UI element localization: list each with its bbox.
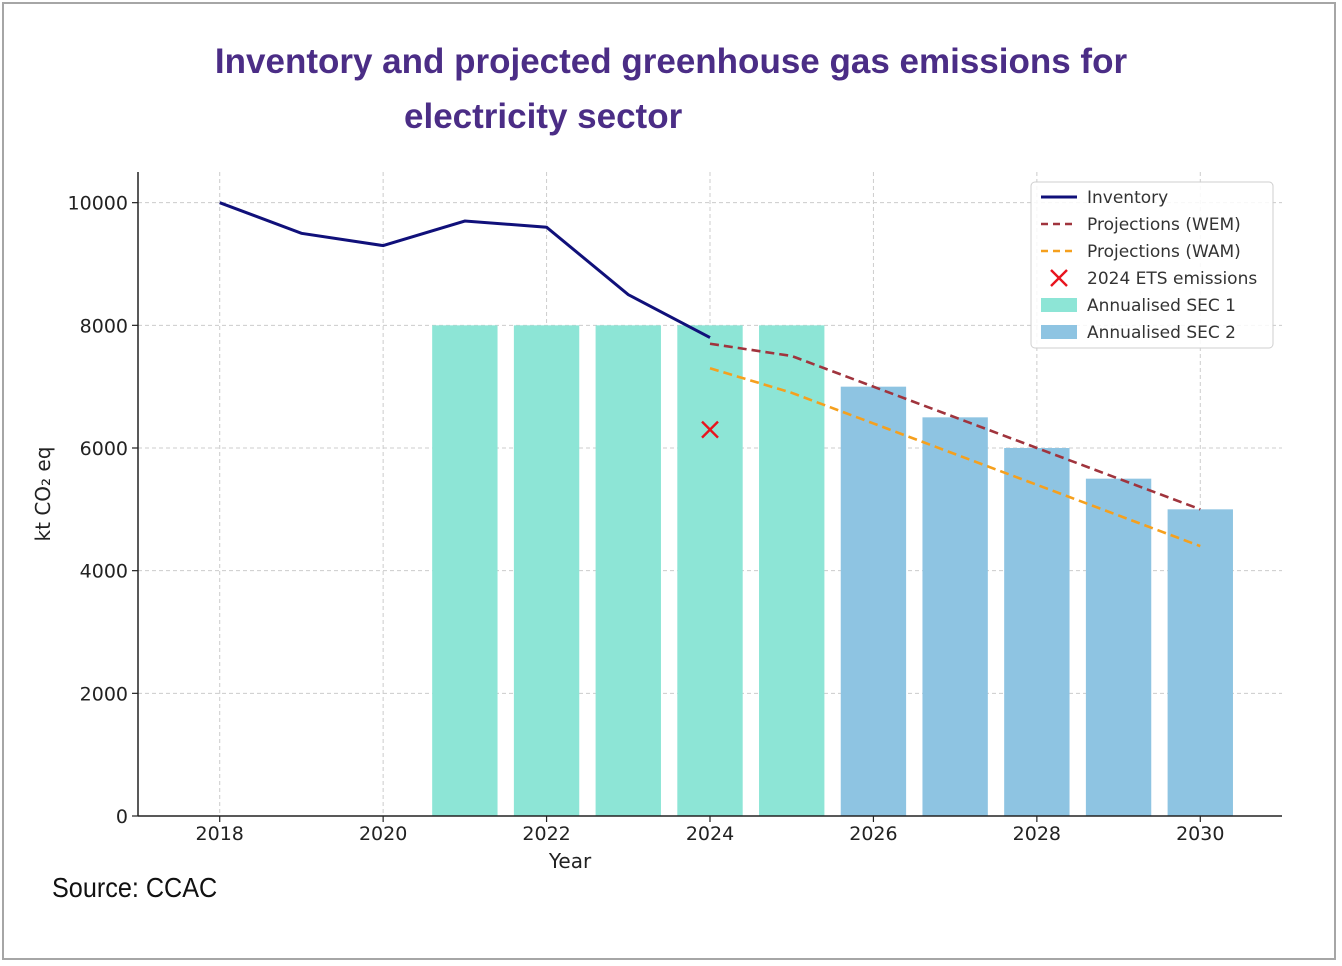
x-tick-label: 2020 [359, 823, 407, 845]
legend-label-sec1: Annualised SEC 1 [1087, 296, 1236, 316]
ets-marker [701, 420, 719, 439]
y-tick-label: 2000 [80, 683, 128, 705]
series-line-wam [709, 367, 1201, 548]
bar-sec2 [1004, 448, 1070, 816]
source-note: Source: CCAC [52, 872, 218, 903]
y-axis-label: kt CO₂ eq [31, 447, 55, 542]
legend: Inventory Projections (WEM) Projections (W… [1030, 181, 1274, 349]
title-line-1: Inventory and projected greenhouse gas e… [214, 42, 1128, 81]
x-tick-label: 2024 [686, 823, 734, 845]
bar-sec1 [595, 325, 661, 816]
x-tick-label: 2018 [196, 823, 244, 845]
x-axis-label: Year [548, 849, 592, 873]
bar-sec2 [1085, 478, 1152, 816]
legend-label-ets: 2024 ETS emissions [1087, 269, 1257, 289]
title-line-2: electricity sector [404, 97, 683, 136]
bar-sec2 [922, 417, 988, 816]
y-tick-label: 4000 [80, 561, 128, 583]
bar-sec1 [677, 325, 743, 816]
legend-label-wem: Projections (WEM) [1087, 215, 1241, 235]
series-line-wem [709, 342, 1201, 511]
legend-label-sec2: Annualised SEC 2 [1087, 323, 1236, 343]
legend-box [1030, 181, 1274, 349]
x-tick-label: 2028 [1013, 823, 1061, 845]
legend-label-inventory: Inventory [1087, 188, 1168, 208]
legend-label-wam: Projections (WAM) [1087, 242, 1241, 262]
x-tick-label: 2030 [1176, 823, 1224, 845]
x-tick-label: 2022 [522, 823, 570, 845]
x-tick-label: 2026 [849, 823, 897, 845]
bar-sec2 [1167, 509, 1233, 816]
bar-sec2 [840, 386, 907, 816]
y-tick-label: 10000 [68, 193, 128, 215]
legend-swatch-sec2 [1041, 325, 1077, 339]
bar-sec1 [513, 325, 580, 816]
bar-sec1 [432, 325, 498, 816]
legend-swatch-ets [1050, 269, 1068, 287]
y-tick-label: 0 [116, 806, 128, 828]
bar-sec1 [759, 325, 825, 816]
legend-swatch-sec1 [1041, 298, 1077, 312]
y-tick-label: 6000 [80, 438, 128, 460]
chart-title: Inventory and projected greenhouse gas e… [4, 34, 1338, 136]
y-tick-label: 8000 [80, 315, 128, 337]
series-line-inventory [219, 201, 711, 339]
